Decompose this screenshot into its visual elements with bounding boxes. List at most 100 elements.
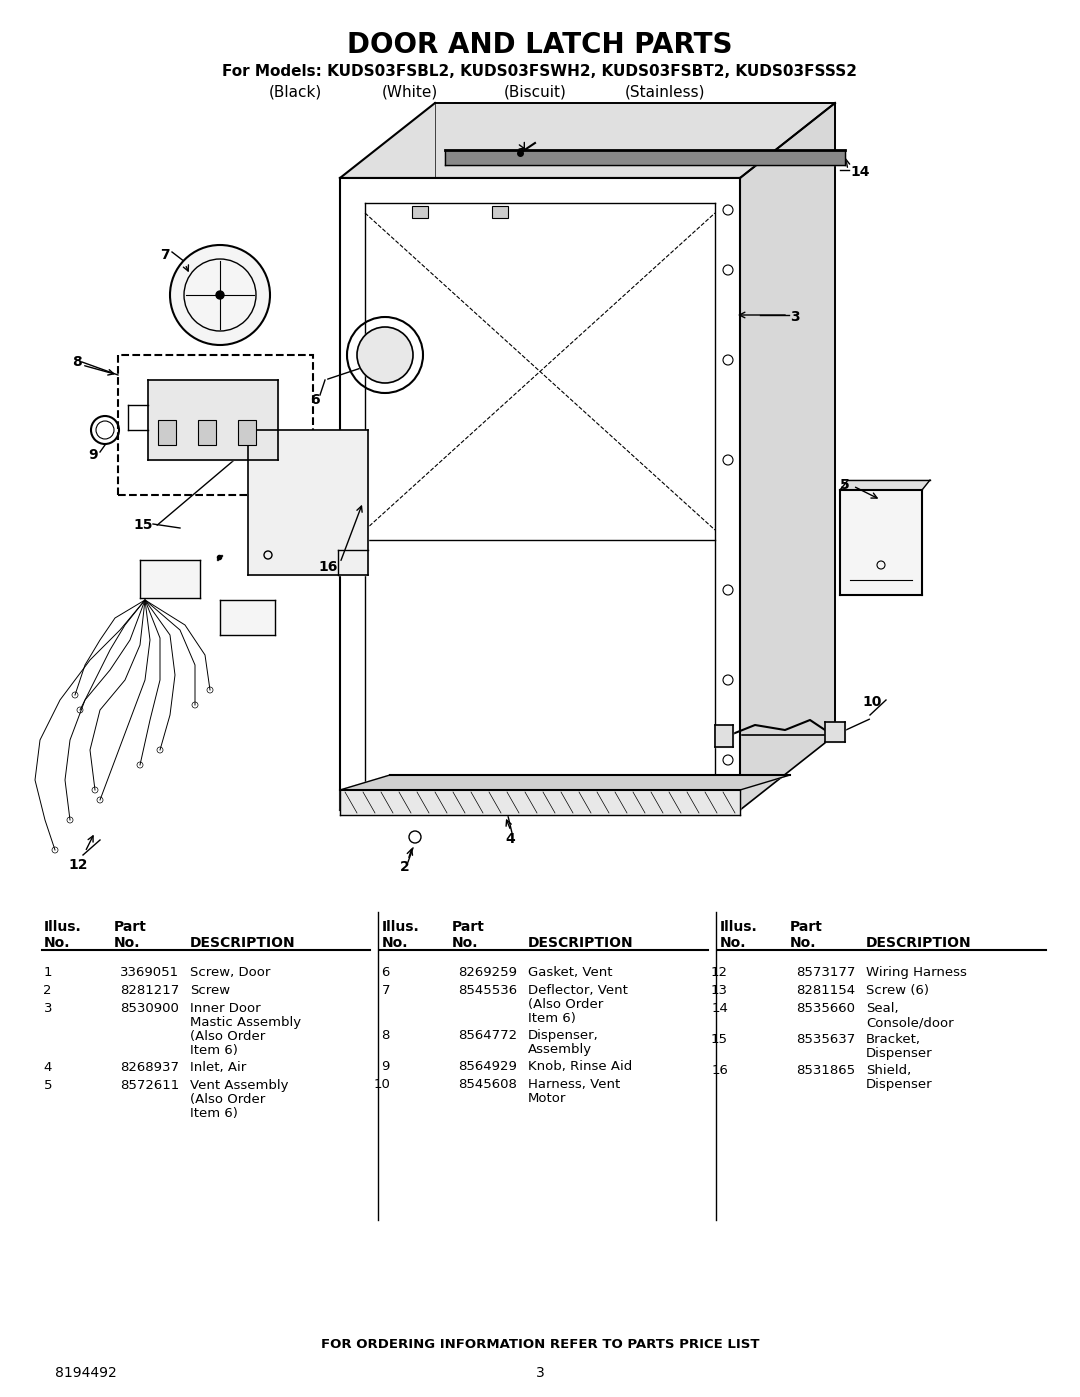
Text: 8573177: 8573177 bbox=[796, 965, 855, 979]
Text: No.: No. bbox=[453, 936, 478, 950]
Text: 8545536: 8545536 bbox=[458, 983, 517, 997]
Text: 8268937: 8268937 bbox=[120, 1060, 179, 1074]
Text: No.: No. bbox=[44, 936, 70, 950]
Text: 13: 13 bbox=[230, 624, 249, 638]
Bar bbox=[198, 420, 216, 446]
Text: 3: 3 bbox=[789, 310, 799, 324]
Polygon shape bbox=[825, 722, 845, 742]
Circle shape bbox=[216, 291, 224, 299]
Text: (Also Order: (Also Order bbox=[190, 1092, 266, 1106]
Bar bbox=[411, 205, 428, 218]
Text: (Biscuit): (Biscuit) bbox=[503, 84, 566, 99]
Text: 14: 14 bbox=[711, 1002, 728, 1016]
Polygon shape bbox=[248, 430, 368, 576]
Text: Dispenser: Dispenser bbox=[866, 1078, 933, 1091]
Text: Item 6): Item 6) bbox=[190, 1044, 238, 1058]
Text: 8: 8 bbox=[381, 1030, 390, 1042]
Bar bbox=[238, 420, 256, 446]
Polygon shape bbox=[740, 103, 835, 810]
Text: 4: 4 bbox=[43, 1060, 52, 1074]
Text: Item 6): Item 6) bbox=[190, 1106, 238, 1120]
Bar bbox=[158, 420, 176, 446]
Text: Illus.: Illus. bbox=[382, 921, 420, 935]
Polygon shape bbox=[715, 725, 733, 747]
Text: Illus.: Illus. bbox=[720, 921, 758, 935]
Text: 6: 6 bbox=[310, 393, 320, 407]
Text: Inner Door: Inner Door bbox=[190, 1002, 260, 1016]
Text: No.: No. bbox=[789, 936, 816, 950]
Text: Dispenser,: Dispenser, bbox=[528, 1030, 598, 1042]
Text: Deflector, Vent: Deflector, Vent bbox=[528, 983, 627, 997]
Text: Dispenser: Dispenser bbox=[866, 1046, 933, 1060]
Text: Gasket, Vent: Gasket, Vent bbox=[528, 965, 612, 979]
Text: 13: 13 bbox=[711, 983, 728, 997]
Text: (Also Order: (Also Order bbox=[528, 997, 604, 1011]
Text: 6: 6 bbox=[381, 965, 390, 979]
Text: Seal,: Seal, bbox=[866, 1002, 899, 1016]
Text: DESCRIPTION: DESCRIPTION bbox=[866, 936, 972, 950]
Text: 8269259: 8269259 bbox=[458, 965, 517, 979]
Text: 16: 16 bbox=[318, 560, 337, 574]
Text: Item 6): Item 6) bbox=[528, 1011, 576, 1025]
Text: Part: Part bbox=[453, 921, 485, 935]
Polygon shape bbox=[220, 599, 275, 636]
Text: Screw (6): Screw (6) bbox=[866, 983, 929, 997]
Text: 9: 9 bbox=[381, 1060, 390, 1073]
Text: DESCRIPTION: DESCRIPTION bbox=[190, 936, 296, 950]
Text: 4: 4 bbox=[505, 833, 515, 847]
Text: No.: No. bbox=[382, 936, 408, 950]
Text: 3: 3 bbox=[536, 1366, 544, 1380]
Text: Vent Assembly: Vent Assembly bbox=[190, 1078, 288, 1092]
Text: Part: Part bbox=[789, 921, 823, 935]
Text: DOOR AND LATCH PARTS: DOOR AND LATCH PARTS bbox=[348, 31, 732, 59]
Text: 14: 14 bbox=[850, 165, 869, 179]
Polygon shape bbox=[340, 103, 835, 177]
Text: Knob, Rinse Aid: Knob, Rinse Aid bbox=[528, 1060, 632, 1073]
Text: 7: 7 bbox=[381, 983, 390, 997]
Text: No.: No. bbox=[720, 936, 746, 950]
Text: 8194492: 8194492 bbox=[55, 1366, 117, 1380]
Text: 8564929: 8564929 bbox=[458, 1060, 517, 1073]
Text: Motor: Motor bbox=[528, 1092, 566, 1105]
Polygon shape bbox=[340, 789, 740, 814]
Text: 8281217: 8281217 bbox=[120, 983, 179, 997]
Text: 8531865: 8531865 bbox=[796, 1065, 855, 1077]
Text: Inlet, Air: Inlet, Air bbox=[190, 1060, 246, 1074]
Text: 5: 5 bbox=[840, 478, 850, 492]
Text: Screw, Door: Screw, Door bbox=[190, 965, 270, 979]
Circle shape bbox=[357, 327, 413, 383]
Text: 3369051: 3369051 bbox=[120, 965, 179, 979]
Text: 8564772: 8564772 bbox=[458, 1030, 517, 1042]
Text: Illus.: Illus. bbox=[44, 921, 82, 935]
Polygon shape bbox=[140, 560, 200, 598]
Text: 8535637: 8535637 bbox=[796, 1032, 855, 1046]
Text: 8281154: 8281154 bbox=[796, 983, 855, 997]
Text: (White): (White) bbox=[382, 84, 438, 99]
Text: 12: 12 bbox=[68, 858, 87, 872]
Circle shape bbox=[170, 244, 270, 345]
Polygon shape bbox=[840, 490, 922, 595]
Text: 10: 10 bbox=[862, 694, 881, 710]
Text: 8: 8 bbox=[72, 355, 82, 369]
Text: 5: 5 bbox=[43, 1078, 52, 1092]
Text: FOR ORDERING INFORMATION REFER TO PARTS PRICE LIST: FOR ORDERING INFORMATION REFER TO PARTS … bbox=[321, 1338, 759, 1351]
Text: 9: 9 bbox=[87, 448, 97, 462]
Bar bbox=[492, 205, 508, 218]
Text: 2: 2 bbox=[400, 861, 409, 875]
Text: Wiring Harness: Wiring Harness bbox=[866, 965, 967, 979]
Polygon shape bbox=[435, 103, 835, 735]
Text: 15: 15 bbox=[133, 518, 152, 532]
Text: 3: 3 bbox=[43, 1002, 52, 1016]
Polygon shape bbox=[840, 481, 930, 490]
Text: 10: 10 bbox=[373, 1078, 390, 1091]
Text: 8535660: 8535660 bbox=[796, 1002, 855, 1016]
Text: Console/door: Console/door bbox=[866, 1016, 954, 1030]
Polygon shape bbox=[445, 149, 845, 165]
Text: 1: 1 bbox=[43, 965, 52, 979]
Text: 7: 7 bbox=[160, 249, 170, 263]
Text: 15: 15 bbox=[711, 1032, 728, 1046]
Text: Bracket,: Bracket, bbox=[866, 1032, 921, 1046]
Text: Screw: Screw bbox=[190, 983, 230, 997]
Text: 8572611: 8572611 bbox=[120, 1078, 179, 1092]
Text: Shield,: Shield, bbox=[866, 1065, 912, 1077]
